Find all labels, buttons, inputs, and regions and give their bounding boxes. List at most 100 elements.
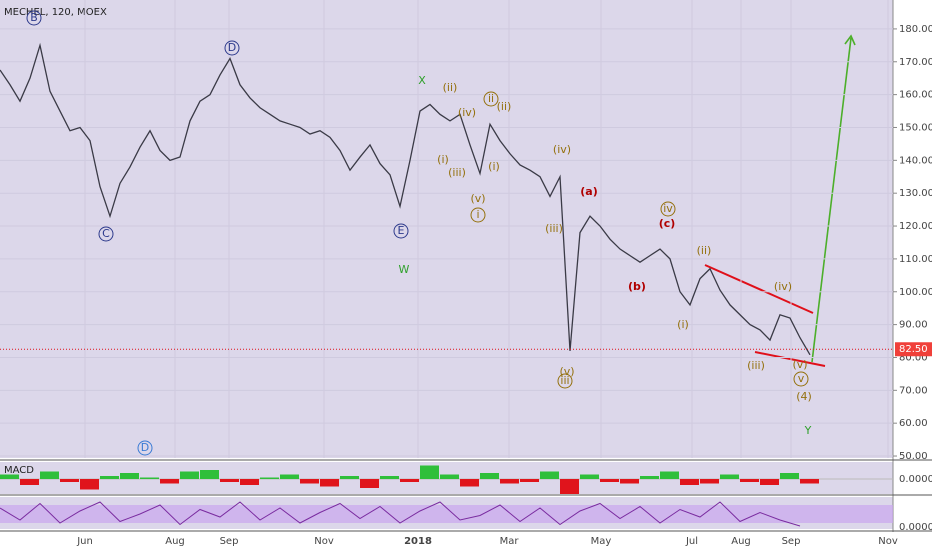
annotation: B	[30, 11, 38, 24]
annotation: ii	[488, 92, 494, 105]
annotation: C	[102, 227, 110, 240]
annotation: (v)	[470, 192, 485, 205]
annotation: (iii)	[545, 222, 563, 235]
y-tick-label: 150.00	[899, 122, 932, 133]
y-tick-label: 0.0000	[899, 522, 932, 533]
annotation-circle	[137, 440, 153, 456]
y-tick-label: 100.00	[899, 287, 932, 298]
annotation: iv	[663, 202, 673, 215]
macd-bar	[160, 479, 179, 484]
macd-bar	[560, 479, 579, 494]
trendline	[754, 351, 826, 367]
annotation: (i)	[677, 318, 689, 331]
macd-bar	[260, 477, 279, 479]
annotation: (4)	[796, 390, 812, 403]
y-tick-label: 140.00	[899, 155, 932, 166]
macd-bar	[480, 473, 499, 479]
annotation: D	[141, 441, 149, 454]
annotation: (ii)	[697, 244, 712, 257]
y-tick-label: 180.00	[899, 24, 932, 35]
macd-bar	[240, 479, 259, 485]
annotation-circle	[224, 40, 240, 56]
annotation: (iii)	[448, 166, 466, 179]
annotation-circle	[393, 223, 409, 239]
last-price-box	[895, 342, 932, 357]
macd-bar	[40, 471, 59, 479]
annotation: v	[798, 372, 805, 385]
macd-bar	[640, 476, 659, 479]
macd-label: MACD	[4, 465, 34, 476]
x-tick-label: Nov	[878, 536, 898, 547]
macd-bar	[200, 470, 219, 479]
price-pane	[0, 0, 893, 458]
macd-bar	[220, 479, 239, 482]
annotation: W	[399, 263, 410, 276]
y-tick-label: 110.00	[899, 254, 932, 265]
macd-bar	[780, 473, 799, 479]
osc-line	[0, 501, 801, 527]
macd-bar	[380, 476, 399, 479]
macd-bar	[60, 479, 79, 482]
x-tick-label: Nov	[314, 536, 334, 547]
macd-bar	[500, 479, 519, 484]
y-tick-label: 170.00	[899, 57, 932, 68]
trendline	[704, 264, 814, 314]
annotation: i	[476, 208, 479, 221]
last-price-label: 82.50	[899, 344, 928, 355]
y-tick-label: 0.0000	[899, 474, 932, 485]
annotation: E	[398, 224, 405, 237]
macd-bar	[660, 471, 679, 479]
annotation: (v)	[559, 365, 574, 378]
price-line	[0, 42, 811, 356]
x-tick-label: Aug	[165, 536, 185, 547]
annotation-circle	[470, 207, 486, 223]
macd-bar	[100, 476, 119, 479]
macd-bar	[0, 474, 19, 479]
macd-bar	[800, 479, 819, 484]
x-tick-label: Aug	[731, 536, 751, 547]
chart-title: MECHEL, 120, MOEX	[4, 7, 107, 18]
macd-bar	[680, 479, 699, 485]
y-tick-label: 90.00	[899, 320, 928, 331]
annotation-circle	[98, 226, 114, 242]
x-tick-label: Sep	[782, 536, 801, 547]
macd-bar	[20, 479, 39, 485]
macd-bar	[520, 479, 539, 482]
y-tick-label: 120.00	[899, 221, 932, 232]
macd-bar	[760, 479, 779, 485]
macd-bar	[320, 479, 339, 487]
annotation-circle	[26, 10, 42, 26]
annotation: (a)	[580, 185, 597, 198]
macd-bar	[720, 474, 739, 479]
annotation: (b)	[628, 280, 646, 293]
macd-bar	[400, 479, 419, 482]
annotation: (ii)	[443, 81, 458, 94]
y-tick-label: 60.00	[899, 418, 928, 429]
macd-bar	[440, 474, 459, 479]
macd-bar	[140, 477, 159, 479]
annotation: (i)	[437, 153, 449, 166]
annotation: (iv)	[553, 143, 571, 156]
projection-line	[811, 37, 852, 363]
macd-bar	[580, 474, 599, 479]
macd-bar	[620, 479, 639, 484]
macd-bar	[600, 479, 619, 482]
macd-bar	[280, 474, 299, 479]
annotation-circle	[660, 201, 676, 217]
macd-bar	[340, 476, 359, 479]
annotation-circle	[483, 91, 499, 107]
macd-bar	[740, 479, 759, 482]
annotation: (iv)	[774, 280, 792, 293]
macd-bar	[180, 471, 199, 479]
x-tick-label: May	[591, 536, 612, 547]
macd-bar	[420, 465, 439, 479]
annotation-circle	[557, 373, 573, 389]
osc-band	[0, 505, 893, 523]
macd-bar	[700, 479, 719, 484]
y-tick-label: 70.00	[899, 385, 928, 396]
macd-bar	[300, 479, 319, 484]
macd-bar	[360, 479, 379, 488]
y-tick-label: 50.00	[899, 451, 928, 462]
annotation: iii	[560, 374, 569, 387]
